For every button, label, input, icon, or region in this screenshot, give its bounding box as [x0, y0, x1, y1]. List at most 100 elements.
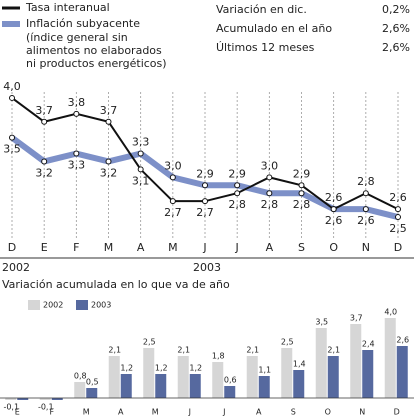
bar	[108, 356, 120, 398]
x-tick-label: J	[202, 241, 206, 254]
point	[169, 198, 176, 205]
data-label: 0,5	[86, 378, 99, 387]
stat-label: Variación en dic.	[216, 3, 307, 16]
bar	[17, 398, 29, 400]
bar	[327, 356, 339, 398]
data-label: 3,0	[164, 159, 182, 172]
data-label: 2,6	[389, 191, 407, 204]
data-label: 3,2	[100, 166, 118, 179]
x-tick-label: N	[359, 408, 365, 417]
bar	[396, 346, 408, 398]
bar	[224, 386, 236, 398]
point	[9, 94, 15, 101]
data-label: 2,9	[293, 167, 311, 180]
point	[105, 118, 112, 125]
stat-label: Acumulado en el año	[216, 22, 332, 35]
bar	[189, 374, 201, 398]
x-tick-label: M	[152, 408, 159, 417]
stat-value: 2,6%	[382, 41, 410, 54]
chart-title: Variación acumulada en lo que va de año	[2, 278, 230, 291]
year-label: 2002	[2, 261, 30, 274]
point	[202, 198, 208, 205]
data-label: 3,3	[68, 159, 86, 172]
data-label: 2,8	[228, 198, 246, 211]
bar	[86, 388, 98, 398]
legend-swatch	[28, 300, 40, 310]
x-tick-label: N	[362, 241, 370, 254]
x-tick-label: E	[15, 408, 20, 417]
bar	[5, 398, 17, 400]
legend-swatch	[76, 300, 88, 310]
data-label: 2,1	[246, 346, 259, 355]
year-label: 2003	[193, 261, 221, 274]
point	[169, 174, 176, 181]
point	[362, 206, 369, 213]
data-label: 2,6	[396, 336, 409, 345]
data-label: 1,2	[120, 364, 133, 373]
legend-note: (índice general sin	[26, 31, 128, 44]
x-tick-label: M	[104, 241, 114, 254]
point	[41, 158, 48, 165]
bar	[39, 398, 51, 400]
point	[73, 110, 80, 117]
legend-note: ni productos energéticos)	[26, 57, 167, 70]
data-label: 1,4	[293, 360, 306, 369]
data-label: 2,1	[327, 346, 340, 355]
x-tick-label: J	[222, 408, 225, 417]
bar	[51, 398, 63, 400]
data-label: 2,5	[281, 338, 294, 347]
point	[266, 174, 273, 181]
stat-value: 2,6%	[382, 22, 410, 35]
x-tick-label: D	[8, 241, 16, 254]
point	[41, 118, 48, 125]
bar	[155, 374, 167, 398]
data-label: 3,8	[68, 96, 86, 109]
data-label: 2,5	[143, 338, 156, 347]
bar	[246, 356, 258, 398]
x-tick-label: M	[83, 408, 90, 417]
point	[362, 190, 369, 197]
legend-label: 2003	[91, 301, 111, 310]
data-label: 2,4	[362, 340, 375, 349]
point	[298, 182, 305, 189]
data-label: 4,0	[3, 80, 21, 93]
bar	[74, 382, 86, 398]
x-tick-label: S	[291, 408, 296, 417]
bar	[120, 374, 132, 398]
bar	[177, 356, 189, 398]
data-label: 3,1	[132, 174, 150, 187]
data-label: 2,1	[108, 346, 121, 355]
point	[9, 134, 15, 141]
point	[105, 158, 112, 165]
x-tick-label: A	[256, 408, 262, 417]
stat-label: Últimos 12 meses	[216, 41, 315, 54]
x-tick-label: D	[394, 241, 402, 254]
bar	[258, 376, 270, 398]
data-label: 3,7	[100, 104, 118, 117]
x-tick-label: F	[73, 241, 79, 254]
data-label: 2,1	[177, 346, 190, 355]
point	[395, 214, 401, 221]
data-label: 2,7	[196, 206, 214, 219]
point	[234, 190, 241, 197]
x-tick-label: O	[325, 408, 331, 417]
data-label: -0,1	[38, 403, 54, 412]
stat-value: 0,2%	[382, 3, 410, 16]
data-label: 2,7	[164, 206, 182, 219]
data-label: 2,9	[228, 167, 246, 180]
point	[234, 182, 241, 189]
data-label: 2,6	[325, 214, 343, 227]
bar	[350, 324, 362, 398]
bar	[384, 318, 396, 398]
x-tick-label: M	[168, 241, 178, 254]
data-label: 3,5	[3, 143, 21, 156]
data-label: 1,2	[189, 364, 202, 373]
x-tick-label: S	[298, 241, 305, 254]
legend-note: alimentos no elaborados	[26, 44, 162, 57]
point	[330, 206, 337, 213]
bar	[281, 348, 293, 398]
data-label: 3,7	[35, 104, 53, 117]
legend-label: Inflación subyacente	[26, 17, 140, 30]
data-label: 1,8	[212, 352, 225, 361]
